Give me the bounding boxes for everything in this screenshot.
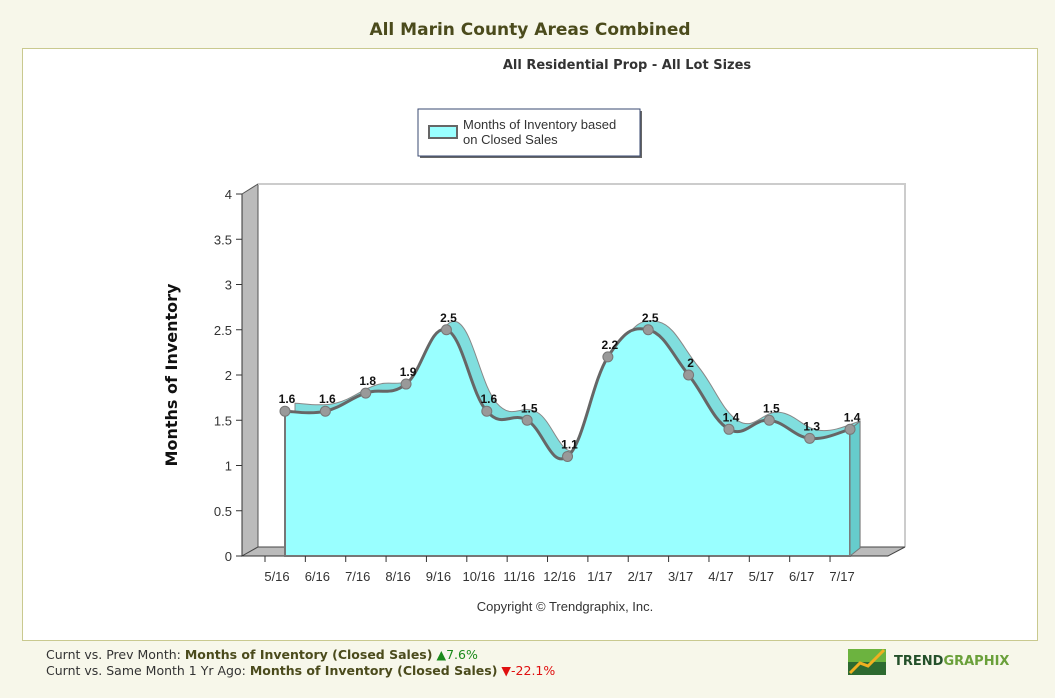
y-tick-label: 2 [225, 368, 232, 383]
y-tick-label: 0 [225, 549, 232, 564]
trendgraphix-logo: TRENDGRAPHIX [848, 647, 1009, 675]
data-label: 1.5 [763, 401, 780, 415]
x-tick-label: 7/17 [829, 569, 854, 584]
yoy-metric: Months of Inventory (Closed Sales) [249, 663, 498, 678]
copyright: Copyright © Trendgraphix, Inc. [477, 599, 654, 614]
prev-month-metric: Months of Inventory (Closed Sales) [184, 647, 433, 662]
up-arrow-icon: ▲ [436, 647, 447, 662]
data-point [844, 423, 856, 435]
back-wall [258, 183, 906, 547]
data-label: 1.8 [359, 374, 376, 388]
y-tick-label: 3 [225, 278, 232, 293]
data-point [683, 369, 695, 381]
data-point [763, 414, 775, 426]
data-point [360, 387, 372, 399]
x-tick-label: 9/16 [426, 569, 451, 584]
data-point [602, 351, 614, 363]
y-axis-label: Months of Inventory [162, 283, 181, 467]
data-point [279, 405, 291, 417]
x-tick-label: 2/17 [628, 569, 653, 584]
x-tick-label: 4/17 [708, 569, 733, 584]
data-point [642, 324, 654, 336]
x-tick-label: 1/17 [587, 569, 612, 584]
data-point [804, 432, 816, 444]
x-tick-label: 11/16 [503, 569, 535, 584]
footer-prev-month: Curnt vs. Prev Month: Months of Inventor… [46, 647, 478, 662]
legend-swatch [428, 125, 458, 139]
y-tick-label: 1.5 [214, 413, 232, 428]
prev-month-change: 7.6% [446, 647, 478, 662]
x-tick-label: 6/16 [305, 569, 330, 584]
data-label: 1.9 [400, 365, 417, 379]
y-tick-label: 1 [225, 459, 232, 474]
logo-text: TRENDGRAPHIX [894, 653, 1010, 669]
left-wall [241, 183, 259, 557]
x-tick-label: 3/17 [668, 569, 693, 584]
legend-label: Months of Inventory based [463, 117, 616, 132]
data-point [521, 414, 533, 426]
data-point [481, 405, 493, 417]
data-label: 2 [687, 356, 694, 370]
yoy-change: -22.1% [511, 663, 556, 678]
data-point [562, 450, 574, 462]
data-label: 2.5 [440, 311, 457, 325]
yoy-label: Curnt vs. Same Month 1 Yr Ago: [46, 663, 246, 678]
y-tick-label: 2.5 [214, 323, 232, 338]
down-arrow-icon: ▼ [501, 663, 512, 678]
logo-chart-icon [848, 648, 886, 675]
data-point [440, 324, 452, 336]
x-tick-label: 12/16 [543, 569, 576, 584]
chart-title: All Residential Prop - All Lot Sizes [503, 58, 752, 73]
data-label: 1.4 [844, 410, 861, 424]
data-label: 1.6 [279, 392, 296, 406]
y-tick-label: 4 [225, 187, 232, 202]
data-label: 1.3 [803, 419, 820, 433]
data-label: 1.6 [319, 392, 336, 406]
prev-month-label: Curnt vs. Prev Month: [46, 647, 181, 662]
data-point [723, 423, 735, 435]
data-label: 1.4 [723, 410, 740, 424]
data-label: 1.6 [480, 392, 497, 406]
data-point [319, 405, 331, 417]
x-tick-label: 6/17 [789, 569, 814, 584]
x-tick-label: 5/16 [264, 569, 289, 584]
data-label: 2.5 [642, 311, 659, 325]
page-title: All Marin County Areas Combined [369, 20, 691, 40]
data-label: 1.5 [521, 401, 538, 415]
data-label: 2.2 [602, 338, 619, 352]
y-tick-label: 3.5 [214, 232, 232, 247]
legend-label: on Closed Sales [463, 132, 558, 147]
y-tick-label: 0.5 [214, 504, 232, 519]
footer-yoy: Curnt vs. Same Month 1 Yr Ago: Months of… [46, 663, 555, 678]
x-tick-label: 8/16 [385, 569, 410, 584]
data-label: 1.1 [561, 437, 578, 451]
x-tick-label: 10/16 [463, 569, 496, 584]
data-point [400, 378, 412, 390]
x-tick-label: 7/16 [345, 569, 370, 584]
area-side [849, 420, 861, 558]
x-tick-label: 5/17 [749, 569, 774, 584]
